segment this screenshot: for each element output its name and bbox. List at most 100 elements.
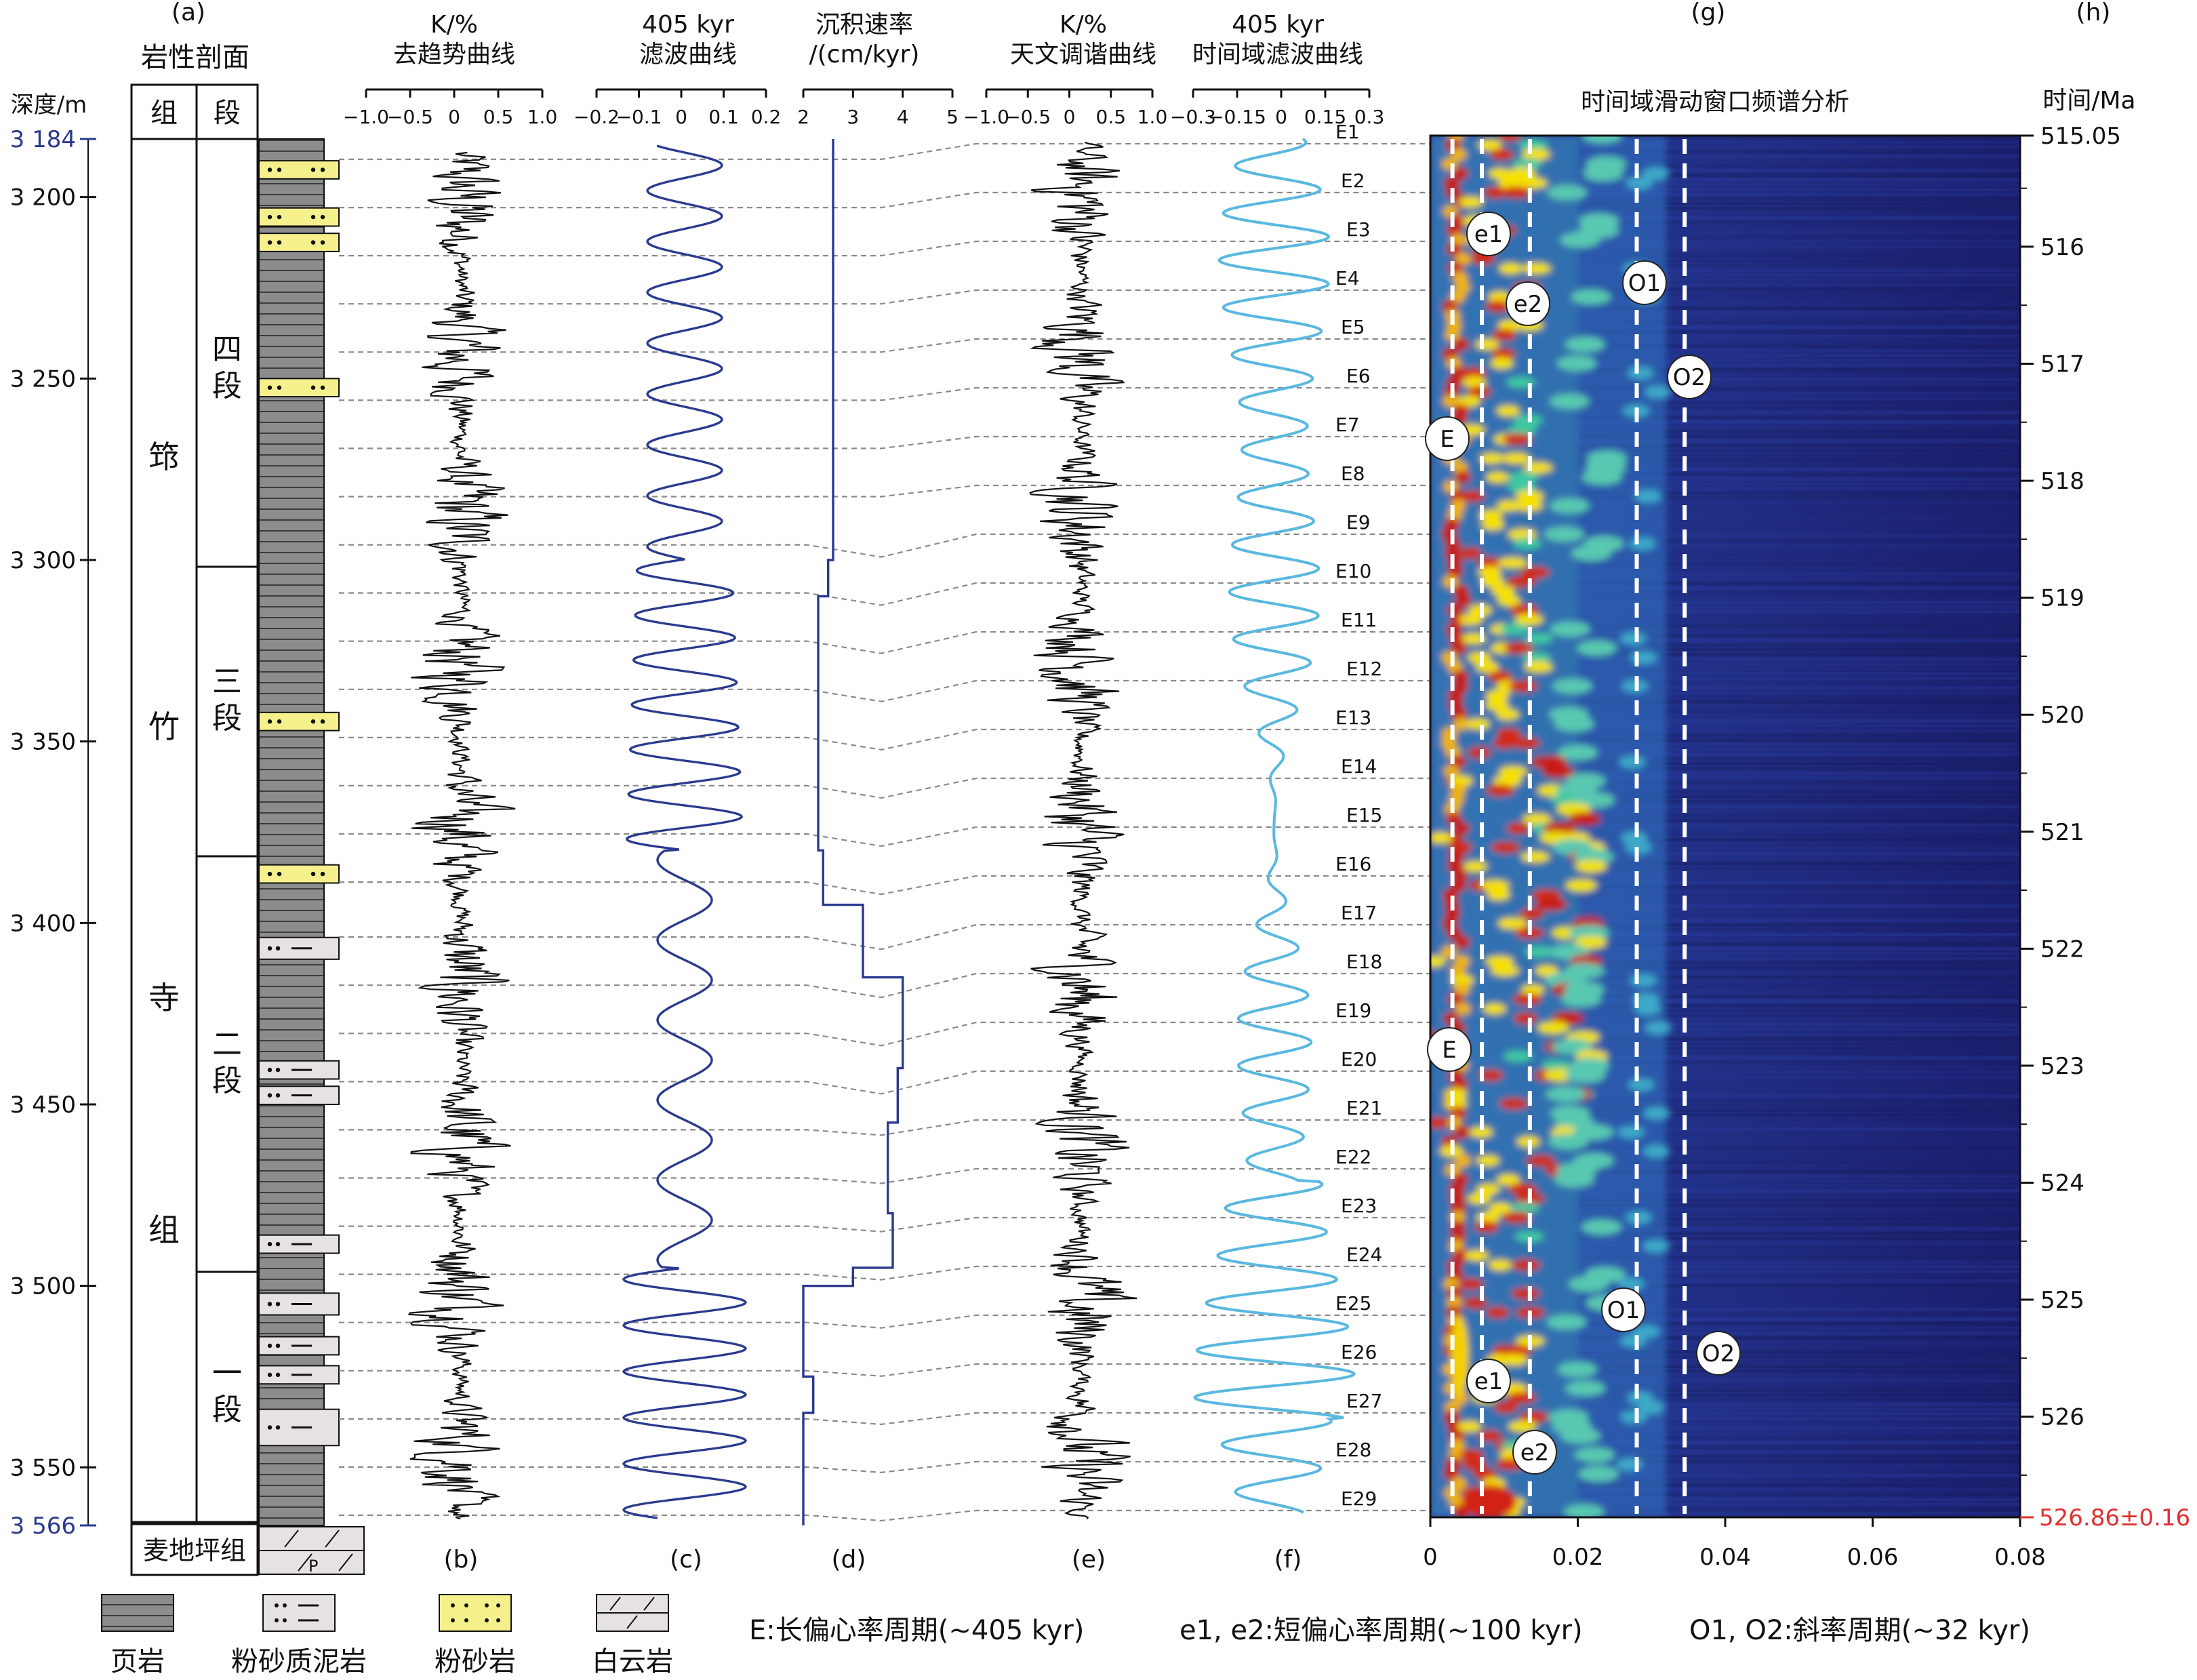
- time-tick-label: 523: [2040, 1053, 2084, 1080]
- e-cycle-label: E28: [1335, 1439, 1371, 1461]
- correlation-line: [339, 923, 1430, 951]
- top-axis-tick: 4: [897, 106, 909, 128]
- e-cycle-label: E24: [1346, 1243, 1382, 1266]
- spectrum-markers: e1 e2 O1 O2 E E O1 O2 e1 e2: [1425, 212, 1741, 1475]
- time-bottom-label: 526.86±0.16: [2039, 1504, 2190, 1532]
- top-axis-tick: 0.2: [751, 106, 782, 128]
- member-3: 三段: [212, 664, 242, 736]
- spectrum-marker-e1: e1: [1466, 212, 1511, 256]
- header-d-2: /(cm/kyr): [809, 41, 920, 68]
- siltstone-bed: [258, 378, 340, 398]
- time-tick-label: 516: [2040, 234, 2084, 261]
- time-tick-label: 519: [2040, 585, 2084, 612]
- top-axis-tick: 1.0: [527, 106, 558, 128]
- e-cycle-label: E8: [1341, 462, 1365, 485]
- k-tuned-curve: [1029, 141, 1137, 1520]
- legend-shale: 页岩: [101, 1594, 174, 1677]
- svg-text:O2: O2: [1702, 1340, 1735, 1367]
- e-cycle-label: E9: [1346, 511, 1371, 534]
- svg-text:E: E: [1440, 426, 1454, 453]
- e-cycle-label: E29: [1341, 1487, 1377, 1510]
- top-axis-tick: 3: [847, 106, 859, 128]
- correlation-line: [339, 1021, 1430, 1047]
- top-axis-tick: −0.5: [387, 106, 433, 128]
- depth-tick-label: 3 566: [10, 1513, 76, 1540]
- e-cycle-label: E27: [1346, 1390, 1382, 1412]
- member-labels: 四段 三段 二段 一段: [212, 332, 242, 1427]
- correlation-line: [339, 728, 1430, 751]
- header-f-2: 时间域滤波曲线: [1192, 41, 1363, 68]
- header-c-1: 405 kyr: [642, 11, 734, 39]
- spectrum-x-tick: 0.06: [1847, 1544, 1899, 1571]
- depth-tick-label: 3 500: [10, 1273, 76, 1300]
- spectrum-marker-E: E: [1425, 416, 1470, 461]
- panel-label-b: (b): [444, 1546, 479, 1574]
- spectrum-marker-e2: e2: [1506, 281, 1550, 326]
- e-cycle-label: E7: [1335, 414, 1360, 436]
- e-cycle-label: E2: [1341, 169, 1365, 192]
- depth-tick-label: 3 450: [10, 1092, 76, 1119]
- top-axis-tick: −0.3: [1170, 106, 1216, 128]
- correlation-line: [339, 289, 1430, 305]
- header-e-1: K/%: [1060, 11, 1107, 39]
- dolomite-mark: P: [308, 1557, 318, 1576]
- correlation-line: [339, 631, 1430, 654]
- correlation-line: [339, 435, 1430, 449]
- correlation-line: [339, 1167, 1430, 1184]
- legend-note-O: O1, O2:斜率周期(~32 kyr): [1689, 1615, 2030, 1646]
- time-tick-label: 517: [2040, 351, 2084, 378]
- top-axis-tick: 1.0: [1137, 106, 1168, 128]
- e-cycle-label: E22: [1335, 1146, 1371, 1168]
- e-cycle-label: E26: [1341, 1341, 1377, 1363]
- e-cycle-label: E12: [1346, 658, 1382, 680]
- svg-text:O1: O1: [1607, 1297, 1640, 1324]
- legend-note-E: E:长偏心率周期(~405 kyr): [749, 1615, 1084, 1646]
- correlation-line: [339, 826, 1430, 847]
- panel-label-e: (e): [1072, 1546, 1106, 1574]
- correlation-line: [339, 1412, 1430, 1426]
- top-axis-tick: −1.0: [963, 106, 1009, 128]
- correlation-line: [339, 1070, 1430, 1095]
- depth-tick-label: 3 184: [10, 126, 76, 153]
- e-cycle-label: E13: [1335, 706, 1371, 729]
- spectrum-marker-O1: O1: [1622, 260, 1667, 305]
- e-cycle-label: E19: [1335, 999, 1371, 1022]
- correlation-line: [339, 240, 1430, 257]
- e-cycle-label: E11: [1341, 609, 1377, 631]
- lithology-title: 岩性剖面: [141, 42, 249, 73]
- correlation-line: [339, 1363, 1430, 1377]
- top-axis-tick: 0.3: [1354, 106, 1385, 128]
- filter-405-depth-curve: [622, 144, 748, 1519]
- top-axis-tick: 2: [797, 106, 809, 128]
- depth-tick-label: 3 350: [10, 729, 76, 756]
- legend-note-e: e1, e2:短偏心率周期(~100 kyr): [1180, 1615, 1583, 1646]
- spectrum-marker-e1: e1: [1466, 1359, 1511, 1403]
- spectrum-stripes: [1577, 136, 2020, 1517]
- depth-tick-label: 3 550: [10, 1454, 76, 1481]
- filter-405-time-curve: [1192, 138, 1356, 1514]
- e-cycle-label: E4: [1335, 267, 1360, 289]
- spectrum-panel: [1430, 136, 2020, 1517]
- top-axis-tick: −0.5: [1005, 106, 1051, 128]
- siltstone-bed: [258, 864, 340, 884]
- top-axis-tick: 0.15: [1304, 106, 1346, 128]
- sedimentation-rate-curve: [802, 139, 904, 1525]
- svg-text:e1: e1: [1474, 221, 1504, 248]
- e-cycle-label: E21: [1346, 1097, 1382, 1119]
- svg-text:O2: O2: [1673, 364, 1706, 391]
- time-tick-label: 515.05: [2040, 123, 2121, 150]
- e-cycle-label: E14: [1341, 755, 1377, 778]
- top-axis-tick: 0.5: [1095, 106, 1126, 128]
- correlation-line: [339, 142, 1430, 161]
- e-cycle-label: E6: [1346, 365, 1371, 387]
- correlation-line: [339, 972, 1430, 999]
- correlation-line: [339, 875, 1430, 896]
- svg-text:O1: O1: [1628, 270, 1661, 297]
- silt-mudstone-bed: [258, 1365, 340, 1385]
- dolomite-bed: P: [258, 1526, 365, 1576]
- spectrum-x-tick: 0.02: [1552, 1544, 1604, 1571]
- header-d-1: 沉积速率: [815, 11, 913, 39]
- e-cycle-label: E10: [1335, 560, 1371, 582]
- header-c-2: 滤波曲线: [639, 41, 737, 68]
- correlation-line: [339, 1509, 1430, 1522]
